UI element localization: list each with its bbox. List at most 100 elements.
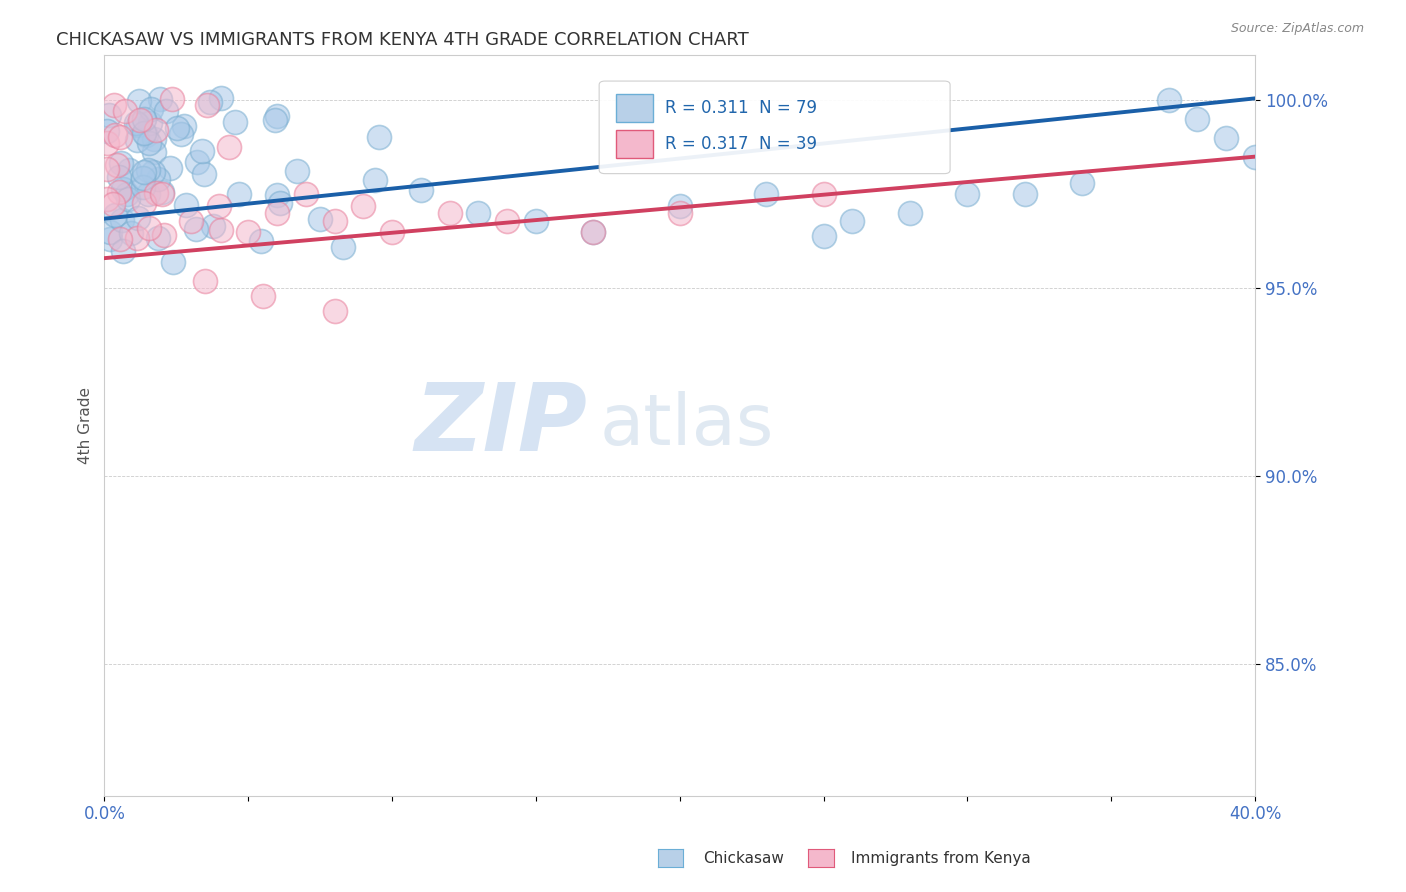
Point (198, 95, 221, 109)
Point (439, 206, 461, 220)
Point (136, 162, 159, 177)
Point (211, 91, 233, 105)
Bar (616, 94, 654, 122)
Point (467, 206, 489, 220)
Point (101, 196, 124, 211)
Point (132, 126, 155, 140)
Point (1157, 93, 1180, 107)
Point (285, 164, 308, 178)
Point (409, 184, 432, 198)
Point (128, 113, 150, 128)
Text: ZIP: ZIP (415, 379, 588, 472)
Text: Chickasaw: Chickasaw (703, 851, 785, 865)
Point (332, 240, 354, 254)
Point (96, 136, 118, 150)
Point (193, 167, 215, 181)
Point (228, 186, 250, 201)
Point (132, 165, 155, 179)
Point (110, 155, 132, 169)
Point (150, 187, 173, 202)
Point (160, 92, 183, 106)
Point (150, 185, 173, 199)
Point (190, 145, 212, 159)
Point (146, 231, 169, 245)
Point (159, 161, 181, 175)
Point (125, 115, 148, 129)
Point (149, 92, 172, 106)
Point (108, 130, 131, 145)
Point (352, 198, 374, 212)
Point (496, 213, 519, 227)
Point (114, 104, 136, 119)
Point (138, 115, 160, 129)
Point (218, 140, 240, 154)
Point (98, 108, 121, 122)
Point (209, 223, 232, 237)
Point (186, 155, 208, 169)
Point (143, 132, 166, 146)
Point (142, 165, 165, 179)
Point (323, 213, 346, 227)
Point (138, 221, 160, 235)
Point (127, 211, 149, 225)
Point (238, 225, 260, 239)
Point (184, 222, 207, 236)
Point (1215, 131, 1237, 145)
Point (112, 244, 135, 259)
Point (180, 213, 202, 227)
Point (582, 225, 605, 239)
Point (118, 163, 141, 178)
Point (813, 228, 835, 243)
Point (309, 212, 332, 227)
Point (668, 206, 690, 220)
Point (170, 127, 193, 141)
Point (127, 133, 149, 147)
Point (98, 232, 121, 246)
Point (266, 206, 288, 220)
Point (125, 231, 148, 245)
Point (105, 158, 128, 172)
Point (266, 188, 288, 202)
Point (755, 187, 778, 202)
Text: R = 0.317  N = 39: R = 0.317 N = 39 (665, 135, 817, 153)
Point (1187, 112, 1209, 126)
Point (250, 234, 273, 248)
Point (96, 123, 118, 137)
Point (112, 182, 135, 196)
Point (135, 128, 157, 143)
Point (146, 171, 169, 186)
Text: R = 0.311  N = 79: R = 0.311 N = 79 (665, 99, 817, 117)
Y-axis label: 4th Grade: 4th Grade (79, 387, 93, 464)
Point (524, 213, 547, 227)
Point (138, 136, 160, 150)
Point (98, 225, 121, 239)
Point (813, 187, 835, 202)
Point (269, 196, 291, 211)
Point (132, 196, 155, 211)
Point (104, 128, 127, 142)
Point (166, 120, 188, 135)
Text: Source: ZipAtlas.com: Source: ZipAtlas.com (1230, 22, 1364, 36)
Point (139, 102, 162, 116)
Point (145, 123, 167, 137)
Point (153, 227, 176, 242)
Point (1014, 187, 1036, 202)
Point (145, 186, 167, 200)
Point (294, 187, 316, 202)
Point (115, 187, 138, 202)
Point (121, 227, 143, 241)
Point (173, 119, 195, 133)
Point (381, 225, 404, 239)
Bar (616, 130, 654, 158)
Point (111, 213, 134, 227)
Point (117, 192, 139, 206)
Point (582, 225, 605, 239)
Point (128, 94, 150, 108)
Point (224, 115, 246, 129)
Point (263, 113, 285, 128)
Point (898, 206, 921, 220)
Point (131, 180, 153, 194)
Text: CHICKASAW VS IMMIGRANTS FROM KENYA 4TH GRADE CORRELATION CHART: CHICKASAW VS IMMIGRANTS FROM KENYA 4TH G… (56, 31, 749, 49)
Point (108, 185, 131, 199)
Point (956, 187, 979, 202)
